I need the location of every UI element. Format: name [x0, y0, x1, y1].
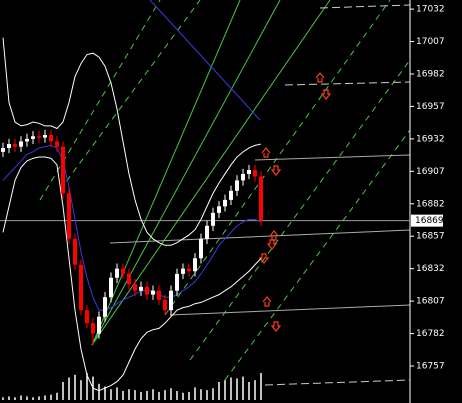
y-tick-label: 16832 — [416, 264, 445, 274]
current-price-label: 16869 — [415, 216, 444, 226]
candle-body — [217, 206, 221, 213]
arrow-down — [266, 239, 278, 250]
candle-body — [187, 268, 191, 272]
candle-body — [49, 134, 53, 142]
level-line — [264, 379, 411, 386]
level-line — [319, 4, 411, 9]
y-tick-label: 16907 — [416, 167, 445, 177]
candle-body — [1, 147, 5, 152]
candle-body — [121, 268, 125, 274]
candle-body — [247, 170, 251, 174]
arrow-up — [261, 147, 271, 158]
y-tick-label: 16757 — [416, 362, 445, 372]
candle-body — [103, 297, 107, 317]
candle-body — [181, 268, 185, 274]
candle-body — [163, 299, 167, 311]
indicator-line — [2, 144, 262, 311]
candle-body — [79, 264, 83, 311]
candle-body — [253, 170, 257, 177]
candle-body — [115, 268, 119, 278]
candle-body — [85, 310, 89, 324]
candle-body — [139, 286, 143, 291]
y-tick-label: 17032 — [416, 5, 445, 15]
candle-body — [19, 141, 23, 147]
candle-body — [235, 180, 239, 191]
candle-body — [193, 258, 197, 272]
candle-body — [199, 238, 203, 259]
candle-body — [157, 290, 161, 300]
candle-body — [133, 284, 137, 291]
fan-line — [59, 0, 201, 191]
candle-body — [91, 323, 95, 334]
y-tick-label: 16882 — [416, 199, 445, 209]
candle-body — [7, 144, 11, 148]
fan-line — [91, 0, 281, 346]
candle-body — [31, 136, 35, 139]
indicator-line — [2, 156, 262, 392]
fan-line — [189, 59, 411, 361]
candle-body — [145, 286, 149, 295]
candle-body — [169, 290, 173, 311]
arrow-down — [320, 89, 332, 100]
fan-lines — [39, 0, 411, 386]
level-line — [109, 229, 411, 244]
fan-line — [224, 129, 411, 381]
candle-body — [37, 136, 41, 138]
y-tick-label: 16932 — [416, 134, 445, 144]
trend-line — [149, 0, 261, 121]
arrow-down — [258, 253, 270, 264]
y-tick-label: 16957 — [416, 102, 445, 112]
candle-body — [73, 238, 77, 265]
y-tick-label: 16857 — [416, 232, 445, 242]
candle-body — [109, 277, 113, 298]
level-line — [169, 304, 411, 316]
arrow-down — [270, 321, 282, 332]
y-tick-label: 16982 — [416, 69, 445, 79]
fan-line — [91, 0, 241, 346]
y-tick-label: 16807 — [416, 297, 445, 307]
current-price-box — [411, 214, 443, 227]
candle-body — [25, 138, 29, 142]
arrow-down — [270, 165, 282, 176]
candle-body — [211, 212, 215, 226]
y-tick-label: 17007 — [416, 37, 445, 47]
candle-body — [151, 290, 155, 295]
candle-body — [127, 273, 131, 285]
fan-line — [39, 0, 161, 201]
candle-body — [229, 190, 233, 200]
candle-body — [97, 316, 101, 334]
candle-body — [67, 193, 71, 239]
level-line — [254, 154, 411, 161]
indicator-line — [2, 37, 262, 246]
fan-line — [164, 0, 391, 316]
arrow-up — [262, 296, 272, 307]
arrows — [258, 72, 332, 332]
candle-body — [43, 134, 47, 138]
arrow-up — [315, 72, 325, 83]
candle-body — [61, 146, 65, 194]
candle-body — [241, 173, 245, 181]
candle-body — [259, 176, 263, 221]
level-line — [284, 81, 411, 86]
candle-body — [175, 273, 179, 291]
y-tick-label: 16782 — [416, 329, 445, 339]
candle-body — [13, 144, 17, 147]
fan-line — [91, 0, 331, 346]
candle-body — [205, 225, 209, 239]
candle-body — [223, 199, 227, 207]
candle-body — [55, 141, 59, 147]
